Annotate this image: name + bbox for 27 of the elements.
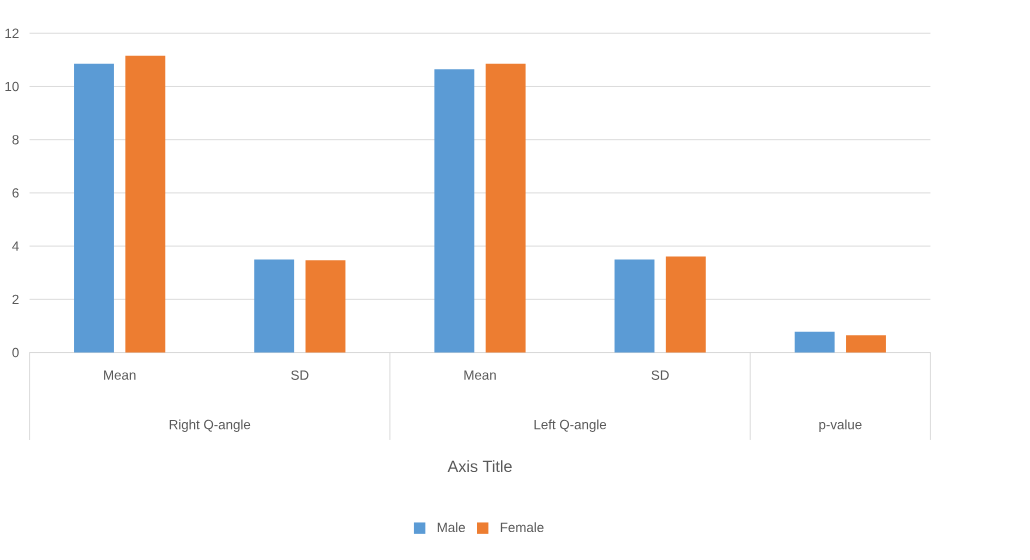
text: Right Q-angle — [169, 419, 251, 433]
y-tick-label: 4 — [12, 241, 19, 251]
text: p-value — [819, 419, 862, 433]
y-tick-label: 6 — [12, 188, 19, 198]
bar — [614, 259, 655, 353]
bar — [125, 56, 166, 353]
y-tick-label: 12 — [5, 28, 19, 39]
bar — [74, 63, 114, 353]
bar — [846, 335, 886, 353]
bar — [254, 259, 295, 353]
bar — [794, 331, 835, 353]
bar — [485, 63, 526, 353]
x-axis-title: Axis Title — [447, 460, 512, 473]
legend-label: Male — [437, 522, 465, 533]
bar — [665, 256, 706, 353]
x-tick-label: SD — [651, 370, 669, 381]
text: Left Q-angle — [534, 419, 607, 433]
bar — [434, 69, 475, 353]
x-tick-label: Mean — [464, 370, 496, 380]
y-tick-label: 0 — [12, 347, 19, 358]
y-tick-label: 10 — [5, 81, 19, 92]
x-tick-label: SD — [291, 370, 309, 381]
legend-label: Female — [500, 522, 544, 533]
y-tick-label: 8 — [12, 135, 19, 145]
x-tick-label: Mean — [104, 370, 136, 380]
bar — [305, 260, 346, 353]
y-tick-label: 2 — [12, 294, 19, 305]
